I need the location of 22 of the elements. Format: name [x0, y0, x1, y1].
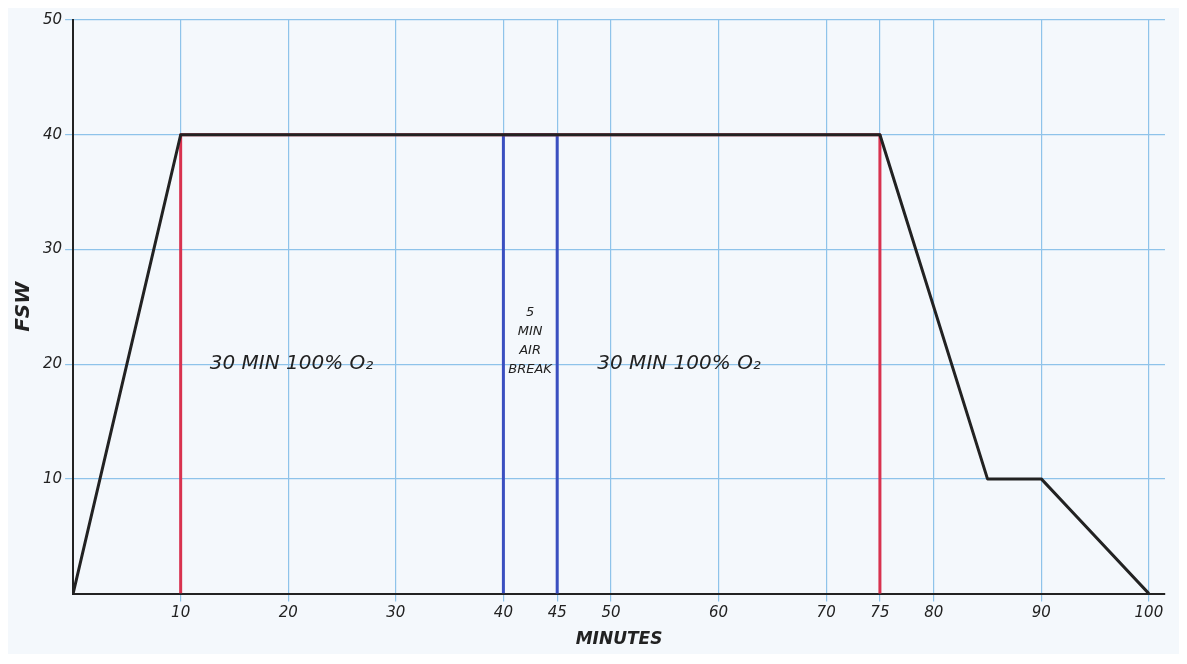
x-tick-label: 90 — [1031, 603, 1051, 622]
x-tick-label: 75 — [870, 603, 890, 622]
x-tick-label: 80 — [924, 603, 944, 622]
x-tick-label: 20 — [278, 603, 298, 622]
x-tick-label: 45 — [547, 603, 567, 622]
y-tick-label: 50 — [42, 9, 63, 28]
x-tick-label: 30 — [386, 603, 406, 622]
x-tick-label: 40 — [493, 603, 513, 622]
x-tick-label: 10 — [171, 603, 191, 622]
annotation: 30 MIN 100% O₂ — [597, 350, 761, 375]
annotation: 5 MIN AIR BREAK — [508, 304, 554, 377]
y-tick-label: 20 — [42, 354, 63, 373]
y-tick-label: 40 — [42, 124, 63, 143]
x-tick-label: 50 — [601, 603, 621, 622]
y-tick-label: 30 — [42, 239, 63, 258]
x-axis-title: MINUTES — [575, 628, 663, 649]
annotation: 30 MIN 100% O₂ — [209, 350, 374, 375]
x-tick-label: 100 — [1134, 603, 1164, 622]
y-axis-title: FSW — [10, 280, 35, 332]
x-tick-label: 60 — [709, 603, 729, 622]
x-tick-label: 70 — [816, 603, 836, 622]
y-tick-label: 10 — [42, 468, 63, 487]
